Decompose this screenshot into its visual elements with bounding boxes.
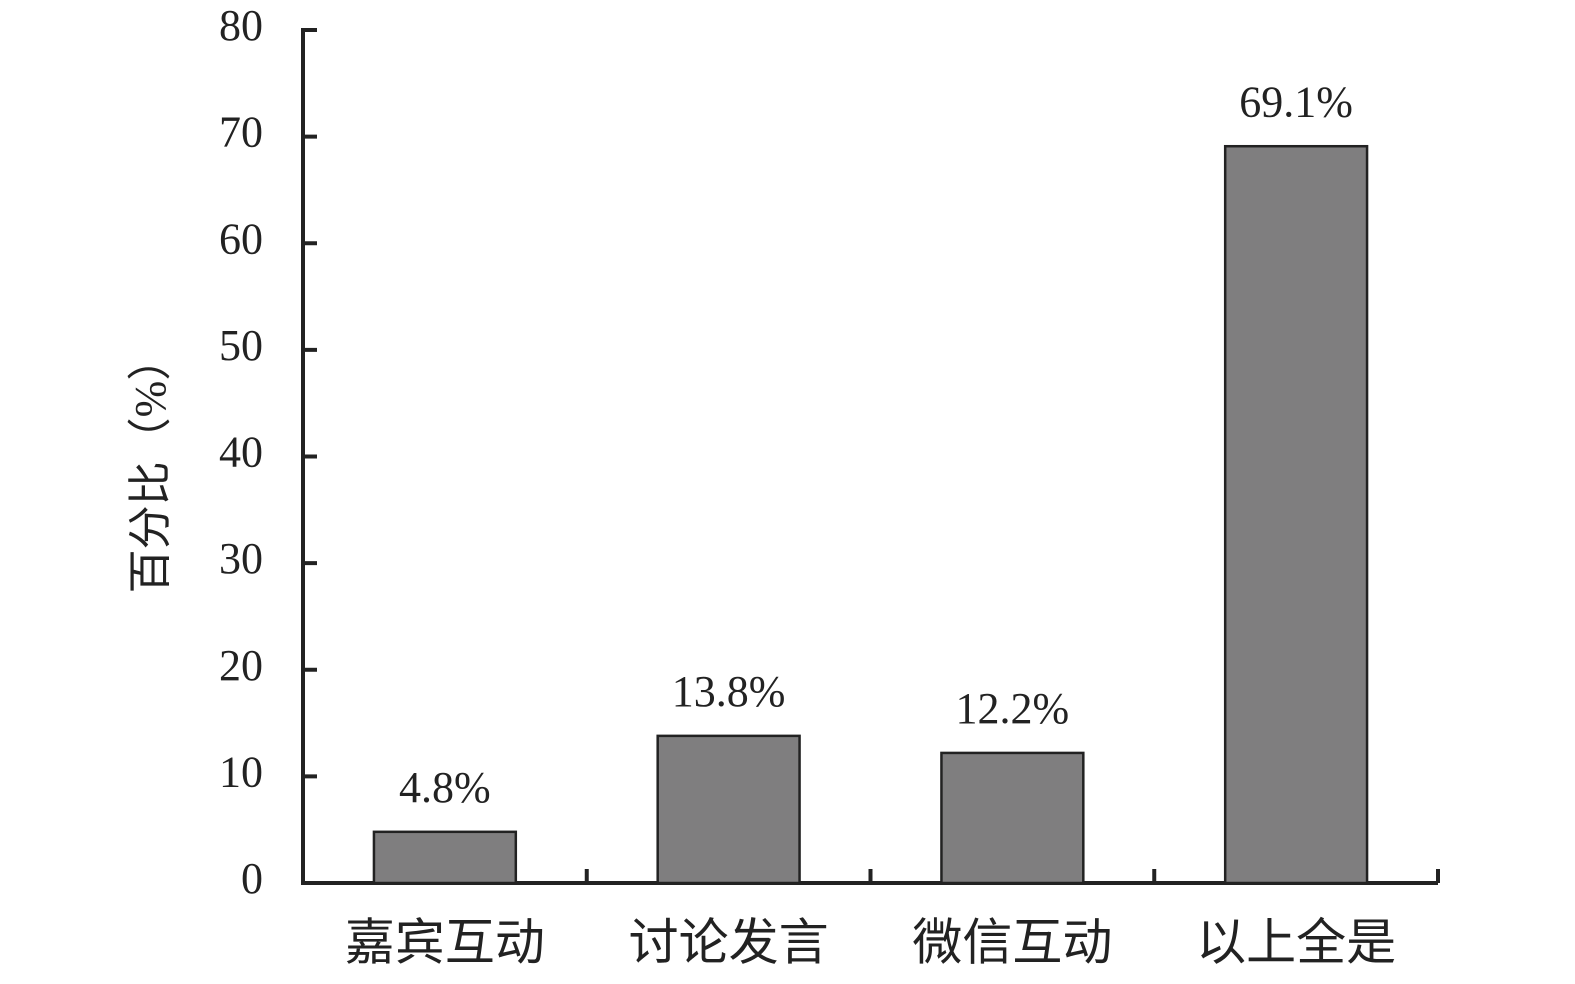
value-label: 69.1%	[1239, 77, 1353, 126]
y-tick-label: 80	[219, 1, 263, 50]
y-tick-label: 60	[219, 214, 263, 263]
y-tick-label: 50	[219, 321, 263, 370]
x-tick-label: 微信互动	[912, 914, 1112, 970]
y-tick-label: 20	[219, 641, 263, 690]
y-tick-label: 30	[219, 534, 263, 583]
x-tick-label: 讨论发言	[629, 914, 829, 970]
x-tick-label: 嘉宾互动	[345, 914, 545, 970]
y-axis-label: 百分比（%）	[126, 337, 175, 594]
y-tick-label: 70	[219, 108, 263, 157]
x-tick-label: 以上全是	[1196, 914, 1396, 970]
y-tick-label: 0	[241, 854, 263, 903]
bar	[656, 734, 801, 885]
bar	[1223, 144, 1369, 885]
bar	[372, 830, 518, 885]
y-tick-label: 40	[219, 428, 263, 477]
bar	[940, 751, 1085, 885]
value-label: 4.8%	[399, 763, 491, 812]
y-tick-label: 10	[219, 747, 263, 796]
value-label: 12.2%	[956, 684, 1070, 733]
value-label: 13.8%	[672, 667, 786, 716]
